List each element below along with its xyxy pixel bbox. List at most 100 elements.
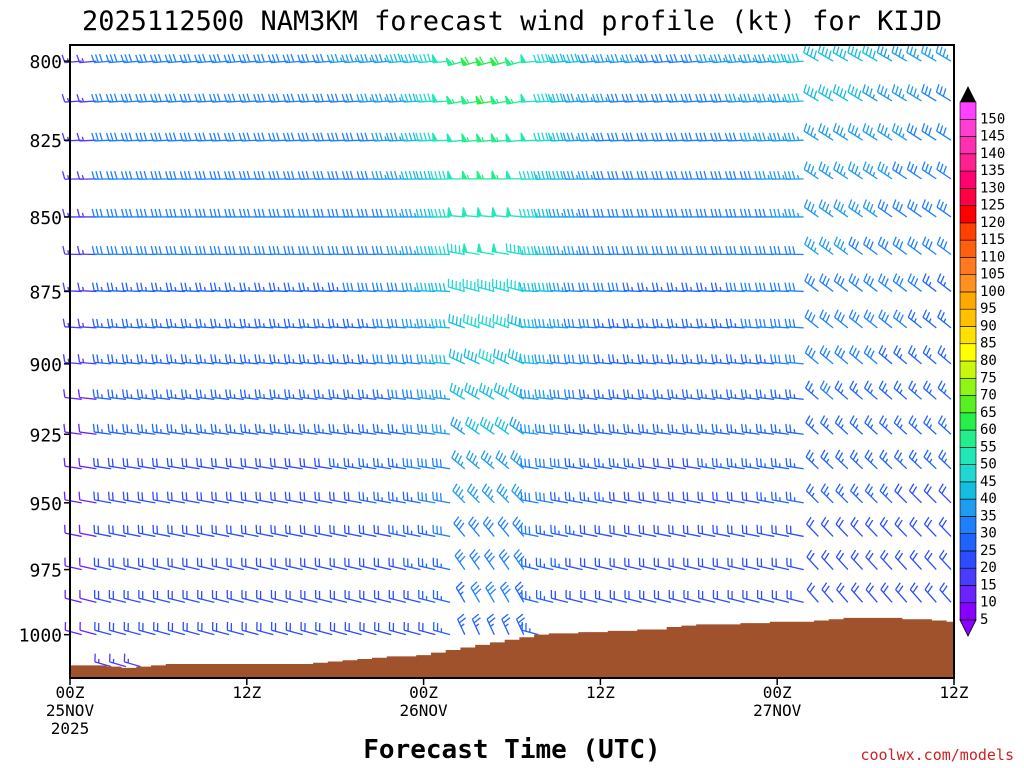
barb-full [630,246,634,255]
barb-shaft [922,243,937,255]
barb-shaft [536,465,554,470]
wind-barb [803,199,819,218]
barb-half [81,97,85,103]
barb-full [621,54,626,63]
barb-shaft [536,361,554,365]
barb-full [140,424,144,433]
barb-full [202,93,206,102]
barb-shaft [698,431,716,435]
legend-swatch [959,429,977,448]
wind-barb [358,491,377,504]
barb-shaft [457,618,466,635]
barb-full [357,354,361,363]
barb-shaft [536,532,554,538]
barb-full [356,171,361,180]
barb-full [513,486,520,494]
barb-full [181,423,184,433]
barb-full [699,208,703,218]
barb-full [881,417,887,426]
wind-barb [894,516,908,537]
wind-barb [680,93,701,103]
barb-full [884,241,889,250]
barb-full [557,459,560,468]
barb-full [420,354,424,363]
barb-full [920,44,925,53]
wind-barb [607,245,627,256]
wind-barb [451,450,466,470]
barb-full [425,459,428,468]
wind-barb [593,457,613,470]
barb-half [825,424,830,429]
barb-full [591,54,596,63]
barb-shaft [639,326,657,329]
barb-full [297,171,302,180]
barb-half [734,323,737,328]
barb-shaft [895,589,908,603]
wind-barb [805,449,819,470]
barb-full [170,389,173,398]
barb-full [390,171,394,180]
barb-half [189,323,192,328]
barb-full [406,492,409,501]
barb-full [607,318,611,327]
barb-full [770,423,773,433]
barb-full [165,282,169,291]
barb-full [600,208,604,218]
barb-full [488,555,496,563]
barb-full [671,492,674,501]
barb-full [477,313,480,323]
barb-full [908,483,915,492]
barb-full [114,208,118,218]
barb-full [386,354,390,363]
wind-barb [922,273,937,292]
barb-full [261,246,265,255]
barb-full [696,354,699,363]
barb-full [514,351,518,361]
barb-full [688,208,693,218]
barb-shaft [550,326,568,329]
barb-full [629,170,634,180]
barb-shaft [212,326,230,329]
barb-full [97,492,100,501]
barb-full [501,421,506,430]
barb-full [557,424,560,434]
wind-barb [358,457,377,470]
barb-shaft [256,361,274,365]
wind-barb [771,557,790,571]
barb-full [651,171,655,180]
barb-half [767,97,770,102]
barb-full [759,389,762,398]
barb-shaft [433,629,451,636]
barb-full [810,350,816,359]
barb-full [740,318,744,327]
barb-full [423,246,427,255]
barb-shaft [123,431,141,435]
barb-full [724,94,729,103]
wind-barb [299,457,318,470]
wind-barb [563,282,583,293]
barb-shaft [64,499,82,504]
barb-full [498,452,504,461]
barb-half [510,98,514,104]
wind-barb [64,524,82,538]
barb-full [555,132,560,141]
wind-barb [197,622,215,636]
wind-barb [578,354,598,365]
barb-full [478,348,482,357]
barb-full [911,383,917,392]
barb-shaft [153,597,171,603]
wind-barb [447,207,465,218]
barb-full [925,347,931,356]
wind-barb [548,282,568,293]
barb-full [198,54,202,63]
wind-barb [835,549,849,571]
barb-shaft [344,361,362,365]
wind-barb [756,557,775,571]
wind-barb [401,389,421,400]
barb-full [140,389,144,398]
barb-shaft [669,597,686,603]
barb-full [155,458,158,467]
barb-shaft [862,130,878,141]
barb-full [282,54,287,63]
barb-full [417,457,420,467]
